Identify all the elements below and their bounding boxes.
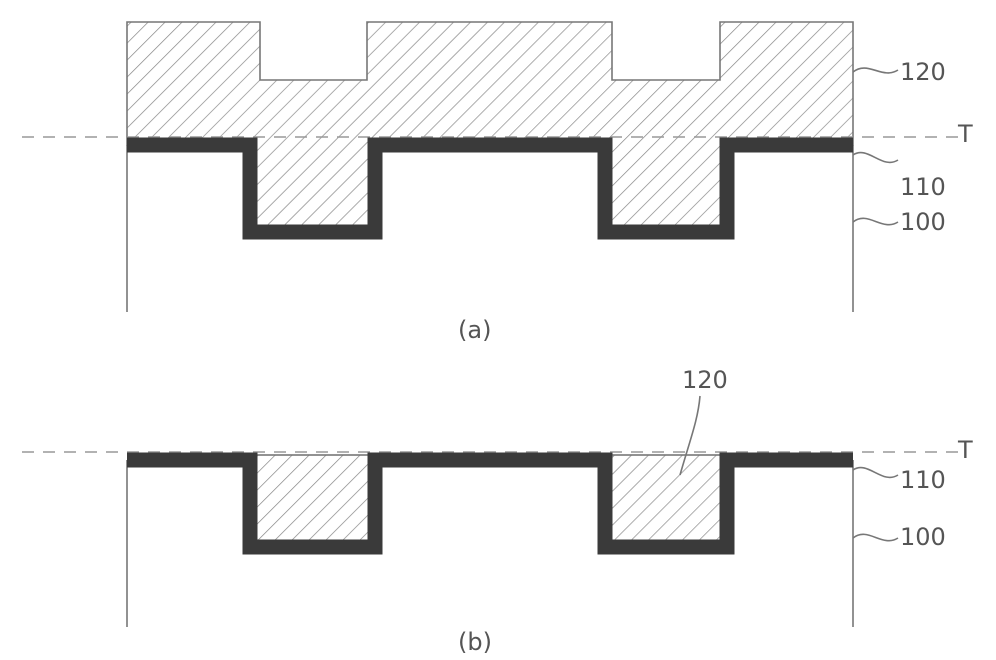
label-120-b: 120 bbox=[682, 366, 728, 394]
label-110-a: 110 bbox=[900, 173, 946, 201]
label-100-b: 100 bbox=[900, 523, 946, 551]
label-t-b: T bbox=[957, 436, 973, 464]
fill-120-trench-left-b bbox=[250, 455, 375, 545]
leader-100-b bbox=[853, 534, 898, 540]
leader-110-a bbox=[853, 153, 898, 163]
label-t-a: T bbox=[957, 120, 973, 148]
panel-b: 120 T 110 100 (b) bbox=[22, 366, 973, 656]
caption-a: (a) bbox=[458, 316, 491, 344]
leader-100-a bbox=[853, 218, 898, 224]
caption-b: (b) bbox=[458, 628, 492, 656]
leader-110-b bbox=[853, 468, 898, 478]
label-100-a: 100 bbox=[900, 208, 946, 236]
fill-layer-120-a bbox=[127, 22, 853, 230]
leader-120-a bbox=[853, 68, 898, 73]
label-110-b: 110 bbox=[900, 466, 946, 494]
label-120-a: 120 bbox=[900, 58, 946, 86]
liner-110-a bbox=[127, 145, 853, 232]
liner-110-b bbox=[127, 460, 853, 547]
panel-a: 120 T 110 100 (a) bbox=[22, 22, 973, 344]
fill-120-trench-right-b bbox=[605, 455, 727, 545]
